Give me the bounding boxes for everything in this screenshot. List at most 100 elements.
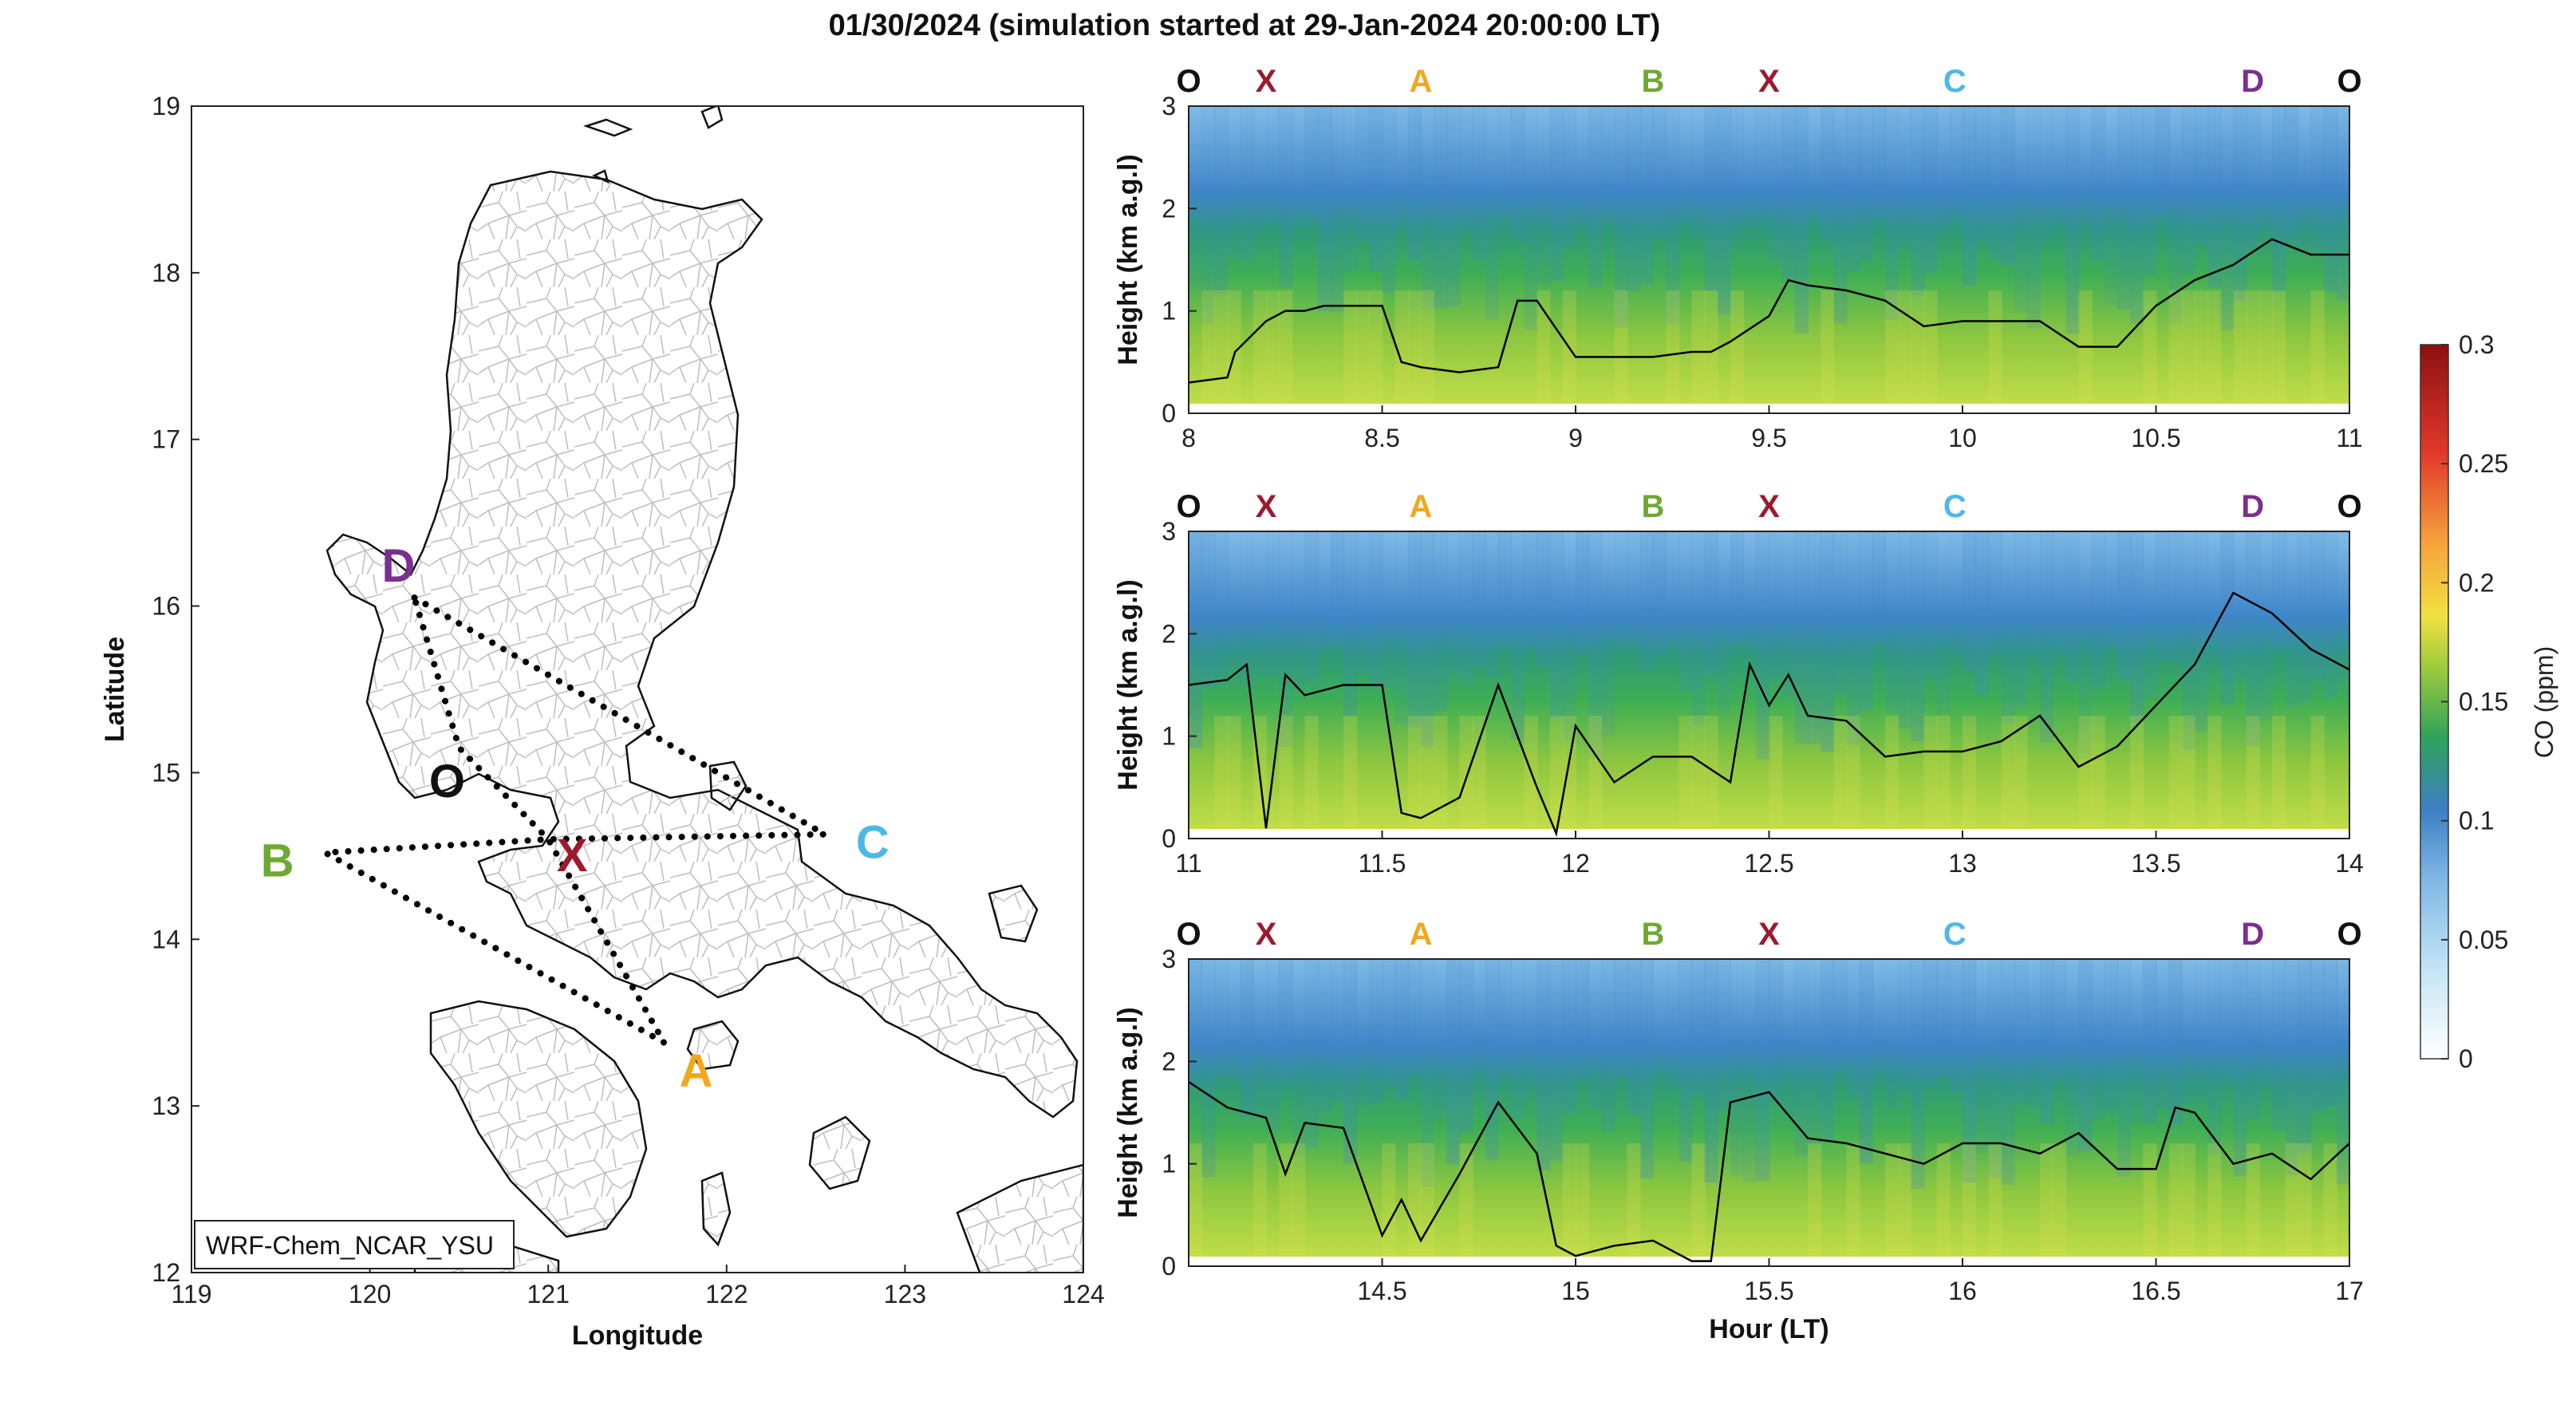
panel-texture-column — [1872, 106, 1886, 219]
panel-texture-column — [1691, 106, 1706, 238]
panel-texture-column — [1653, 531, 1667, 653]
segment-label-A: A — [1410, 917, 1433, 952]
map-axes-box — [191, 105, 1084, 1273]
panel-xtick-label: 15 — [1561, 1277, 1590, 1305]
panel-texture-column — [2091, 716, 2105, 839]
panel-texture-column — [1936, 531, 1951, 714]
panel-texture-column — [2181, 959, 2195, 1105]
colorbar-tick-label: 0.25 — [2459, 449, 2508, 478]
panel-ytick-label: 3 — [1162, 517, 1176, 546]
panel-texture-column — [1679, 959, 1693, 1162]
panel-texture-column — [2272, 716, 2286, 839]
panel-texture-column — [1691, 531, 1706, 726]
panel-texture-column — [1936, 106, 1951, 231]
panel-ytick-label: 2 — [1162, 194, 1176, 223]
panel-texture-column — [1421, 106, 1435, 310]
panel-texture-column — [1704, 959, 1718, 1183]
map-points: D O X B C A — [261, 540, 890, 1097]
panel-xtick-label: 17 — [2335, 1277, 2364, 1305]
panel-texture-column — [1821, 106, 1835, 242]
segment-label-O: O — [1176, 489, 1201, 524]
panel-texture-column — [1511, 531, 1525, 740]
panel-texture-column — [1923, 959, 1938, 1086]
panel-texture-column — [1356, 959, 1371, 1107]
segment-label-B: B — [1642, 917, 1665, 952]
panel-texture-column — [1562, 1143, 1576, 1266]
panel-texture-column — [1949, 106, 1963, 218]
panel-texture-column — [1343, 290, 1358, 413]
panel-xtick-label: 12 — [1561, 849, 1590, 878]
panel-texture-column — [2078, 106, 2093, 247]
panel-texture-column — [2246, 1143, 2260, 1266]
panel-texture-column — [1227, 959, 1241, 1079]
panel-texture-column — [2310, 959, 2325, 1112]
panel-texture-column — [1614, 290, 1628, 413]
panel-texture-column — [2014, 531, 2028, 707]
segment-label-O: O — [1176, 917, 1201, 952]
panel-texture-column — [2207, 106, 2222, 288]
panel-texture-column — [2026, 106, 2041, 329]
panel-texture-column — [1627, 531, 1641, 641]
panel-ytick-label: 3 — [1162, 945, 1176, 973]
panel-texture-column — [1588, 106, 1603, 288]
panel-texture-column — [1562, 716, 1576, 839]
panel-texture-column — [2285, 959, 2299, 1176]
panel-texture-column — [1639, 959, 1654, 1178]
panel-texture-column — [1963, 531, 1977, 672]
panel-texture-column — [1730, 290, 1745, 413]
panel-texture-column — [1898, 959, 1912, 1091]
panel-texture-column — [1846, 959, 1860, 1099]
panel-texture-column — [1562, 531, 1576, 740]
panel-texture-column — [2285, 1143, 2299, 1266]
panel-texture-column — [1292, 106, 1306, 227]
map-point-label-X: X — [557, 830, 588, 882]
panel-texture-column — [1434, 716, 1448, 839]
panel-texture-column — [1407, 716, 1422, 839]
panel-texture-column — [2233, 106, 2247, 302]
panel-texture-column — [2143, 531, 2157, 699]
colorbar-ticks: 0 0.05 0.1 0.15 0.2 0.25 0.3 — [2441, 330, 2508, 1073]
panel-texture-column — [1730, 959, 1745, 1176]
panel-texture-column — [1356, 290, 1371, 413]
map-ytick-label: 17 — [152, 425, 180, 454]
panel-ytick-label: 3 — [1162, 92, 1176, 120]
panel-1: 8 8.5 9 9.5 10 10.5 11 0 1 2 3 Height (km a.g.l) O X A… — [1113, 64, 2363, 452]
panel-texture-column — [2336, 531, 2349, 681]
panel-texture-column — [2272, 290, 2286, 413]
panel-texture-column — [2130, 716, 2144, 839]
colorbar-tick-label: 0.2 — [2459, 568, 2494, 597]
panel-ylabel: Height (km a.g.l) — [1113, 1007, 1143, 1218]
panel-texture-column — [1975, 959, 1990, 1153]
panel-texture-column — [2195, 290, 2209, 413]
panel-texture-column — [1511, 959, 1525, 1119]
panel-texture-column — [1434, 531, 1448, 712]
panel-texture-column — [1756, 531, 1770, 760]
panel-texture-column — [2143, 106, 2157, 276]
panel-texture-column — [2026, 959, 2041, 1107]
panel-texture-column — [1240, 531, 1254, 688]
segment-label-D: D — [2241, 917, 2264, 952]
panel-xtick-label: 14 — [2335, 849, 2364, 878]
panel-texture-column — [2130, 106, 2144, 324]
panel-texture-column — [1769, 959, 1783, 1101]
panel-texture-column — [1459, 106, 1473, 232]
panel-texture-column — [1704, 716, 1718, 839]
panel-texture-column — [2181, 531, 2195, 750]
panel-texture-column — [1537, 290, 1551, 413]
panel-texture-column — [1485, 531, 1499, 677]
panel-texture-column — [1382, 959, 1396, 1084]
panel-texture-column — [1576, 959, 1590, 1079]
panel-texture-column — [2117, 959, 2132, 1177]
panel-texture-column — [1963, 959, 1977, 1182]
panel-texture-column — [1730, 106, 1745, 235]
panel-texture-column — [2143, 959, 2157, 1124]
panel-texture-column — [2258, 531, 2273, 720]
panel-texture-column — [2168, 106, 2183, 323]
panel-texture-column — [2104, 531, 2118, 646]
panel-texture-column — [1472, 959, 1486, 1073]
panel-texture-column — [1859, 531, 1873, 711]
panel-texture-column — [1936, 716, 1951, 839]
map-point-label-B: B — [261, 835, 294, 887]
map-ylabel: Latitude — [100, 637, 130, 742]
panel-texture-column — [1988, 106, 2002, 259]
